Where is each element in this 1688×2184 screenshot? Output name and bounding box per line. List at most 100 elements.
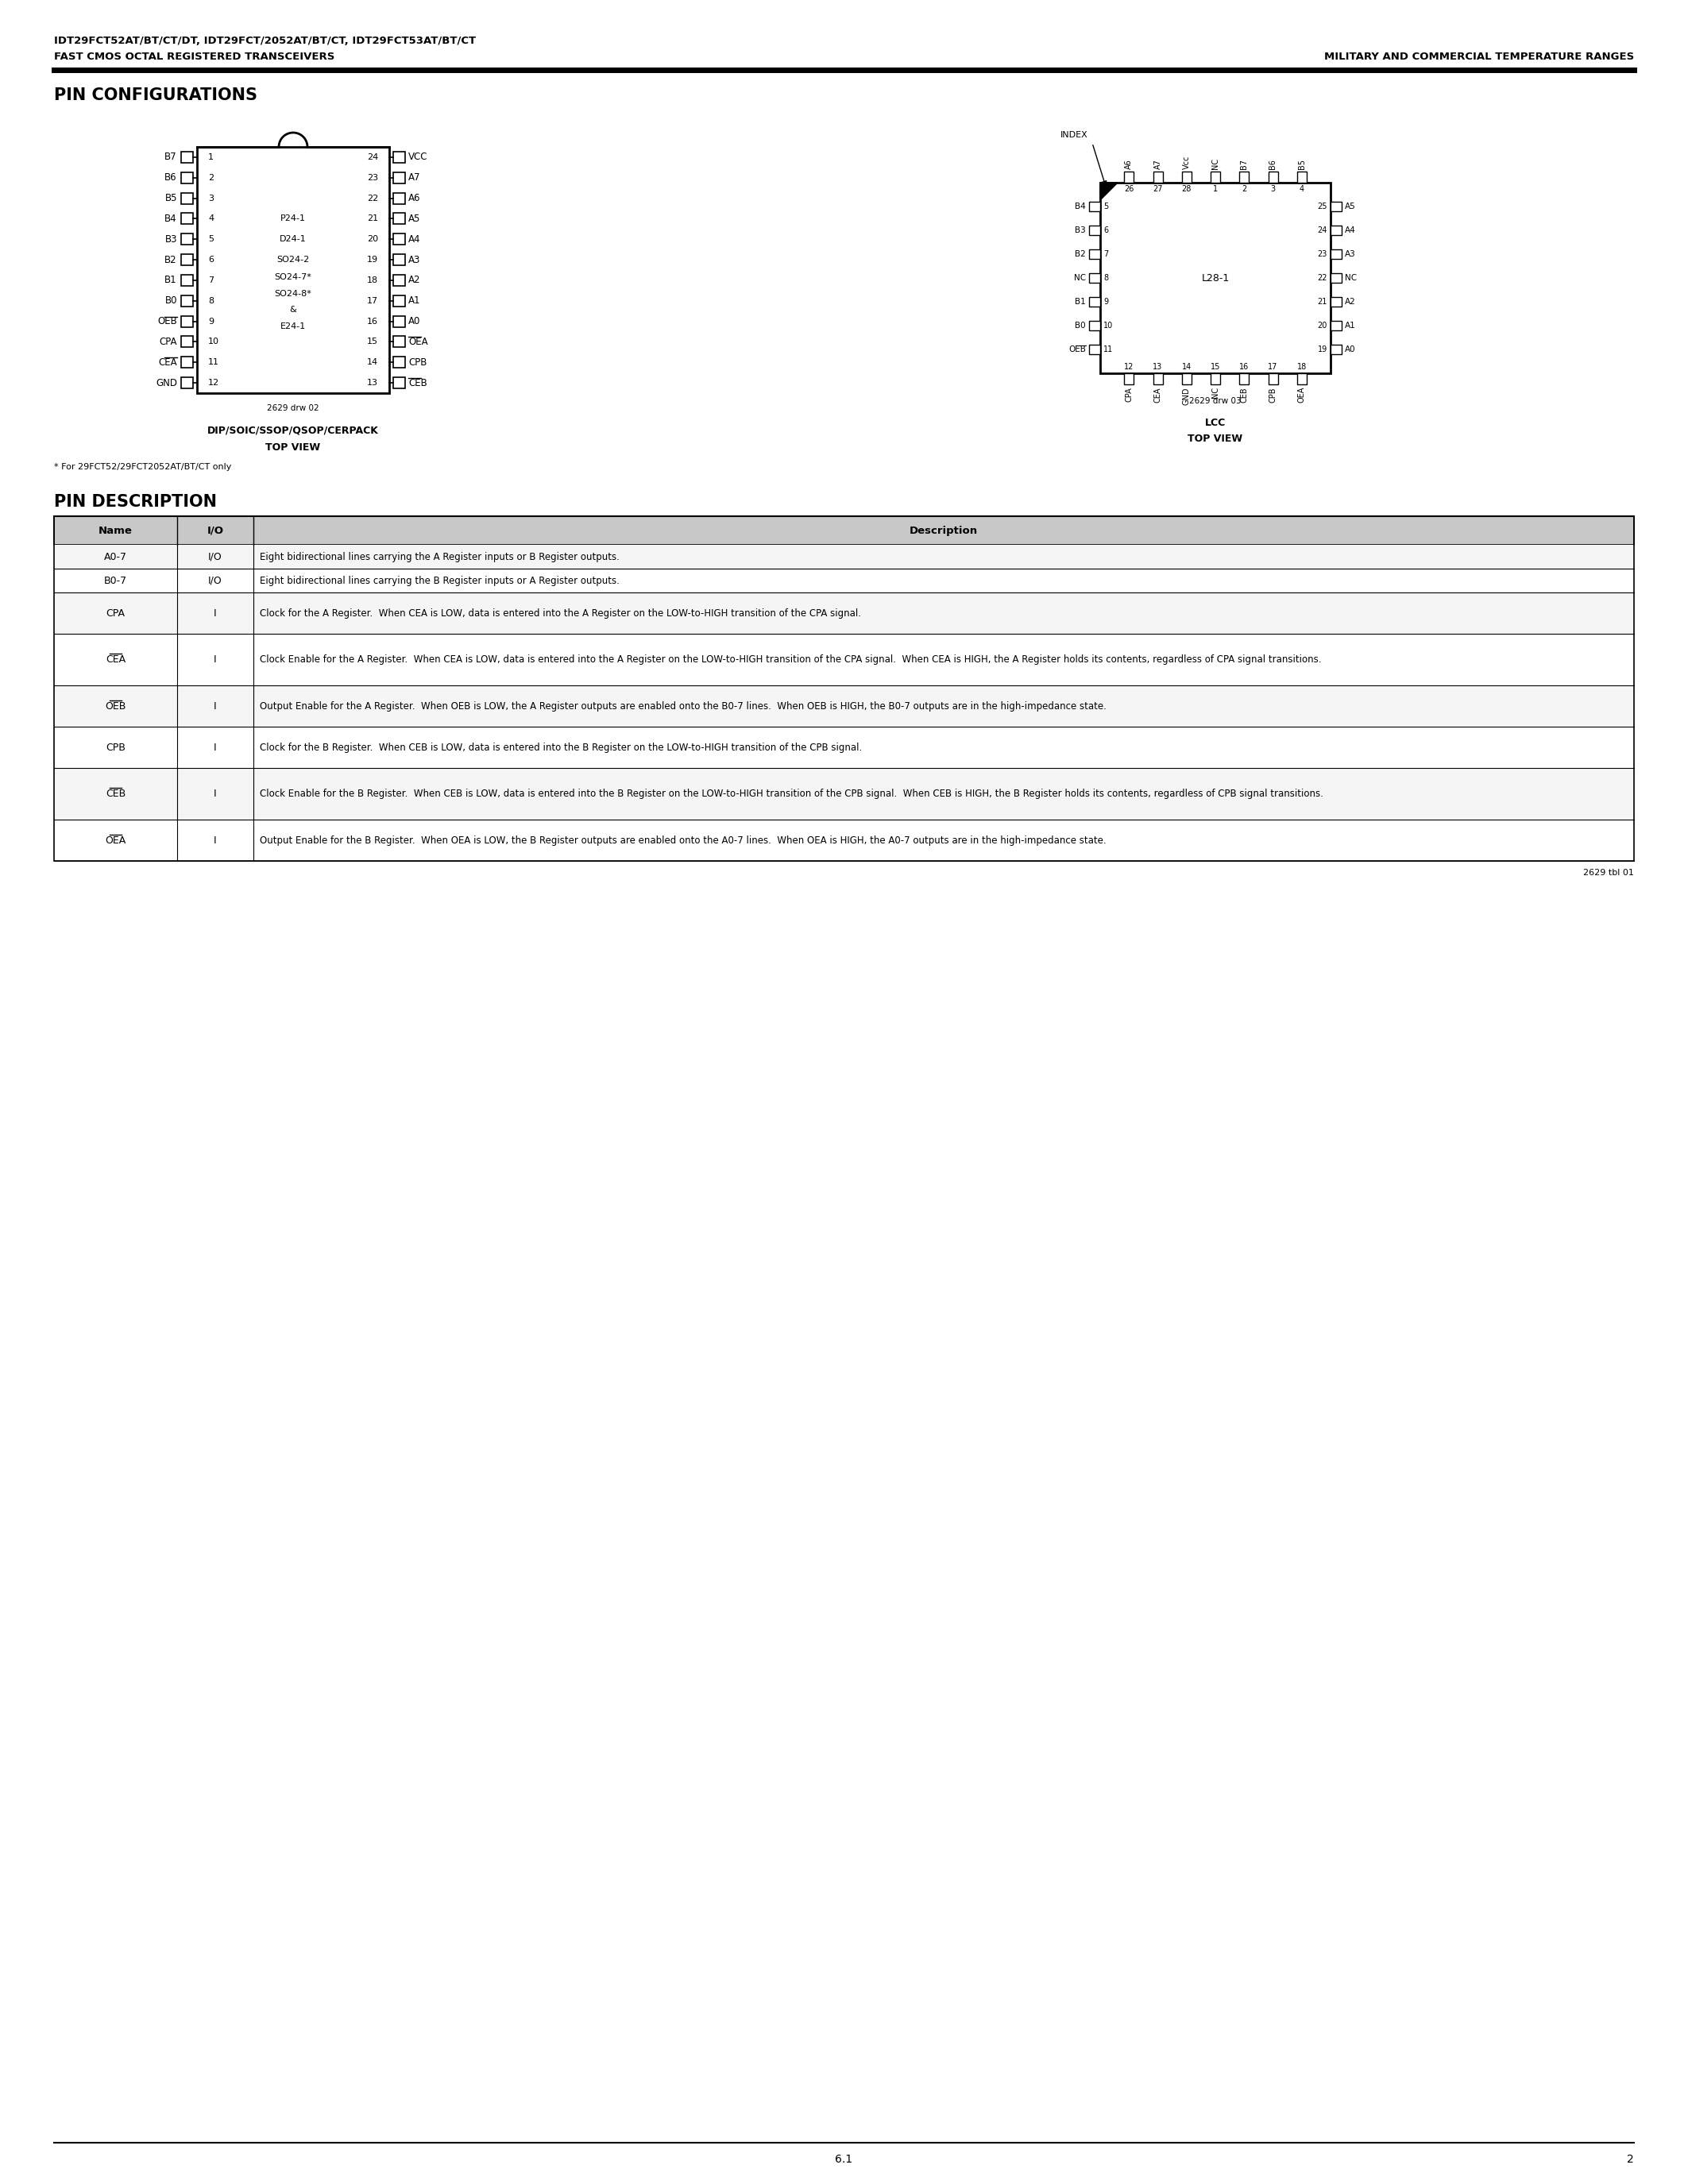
Text: 16: 16: [1239, 363, 1249, 371]
Text: E24-1: E24-1: [280, 323, 306, 330]
Text: INDEX: INDEX: [1060, 131, 1089, 140]
Text: LCC: LCC: [1205, 417, 1225, 428]
Text: 25: 25: [1317, 203, 1327, 210]
Text: Clock Enable for the A Register.  When CEA is LOW, data is entered into the A Re: Clock Enable for the A Register. When CE…: [260, 655, 1322, 664]
Bar: [1268, 373, 1278, 384]
Text: 3: 3: [208, 194, 214, 203]
Text: 3: 3: [1271, 186, 1276, 192]
Bar: [1239, 173, 1249, 183]
Text: 16: 16: [366, 317, 378, 325]
Text: NC: NC: [1212, 157, 1219, 168]
Text: 8: 8: [1104, 273, 1109, 282]
Text: 13: 13: [1153, 363, 1163, 371]
Text: A0: A0: [408, 317, 420, 325]
Text: Output Enable for the A Register.  When OEB is LOW, the A Register outputs are e: Output Enable for the A Register. When O…: [260, 701, 1106, 712]
Text: A7: A7: [1155, 159, 1161, 168]
Text: 8: 8: [208, 297, 214, 306]
Bar: [1330, 345, 1342, 354]
Text: IDT29FCT52AT/BT/CT/DT, IDT29FCT/2052AT/BT/CT, IDT29FCT53AT/BT/CT: IDT29FCT52AT/BT/CT/DT, IDT29FCT/2052AT/B…: [54, 35, 476, 46]
Text: 2629 drw 02: 2629 drw 02: [267, 404, 319, 413]
Text: 5: 5: [208, 236, 214, 242]
Bar: [1330, 321, 1342, 330]
Text: 6: 6: [208, 256, 214, 264]
Text: 23: 23: [1318, 251, 1327, 258]
Text: 6.1: 6.1: [836, 2153, 852, 2164]
Bar: [393, 378, 405, 389]
Text: OEA: OEA: [408, 336, 427, 347]
Text: B4: B4: [1075, 203, 1085, 210]
Bar: [54, 568, 1634, 592]
Text: I: I: [214, 607, 216, 618]
Bar: [54, 727, 1634, 769]
Text: 7: 7: [1104, 251, 1109, 258]
Text: A7: A7: [408, 173, 420, 183]
Text: A4: A4: [408, 234, 420, 245]
Text: 4: 4: [208, 214, 214, 223]
Text: A4: A4: [1345, 227, 1355, 234]
Text: 27: 27: [1153, 186, 1163, 192]
Text: CPA: CPA: [106, 607, 125, 618]
Text: OEA: OEA: [1298, 387, 1307, 404]
Text: I/O: I/O: [208, 526, 223, 535]
Text: B1: B1: [1075, 297, 1085, 306]
Text: B3: B3: [1075, 227, 1085, 234]
Bar: [393, 336, 405, 347]
Text: 24: 24: [366, 153, 378, 162]
Bar: [1330, 297, 1342, 306]
Bar: [393, 356, 405, 367]
Text: 15: 15: [366, 339, 378, 345]
Text: 11: 11: [208, 358, 219, 367]
Text: OEA: OEA: [105, 834, 127, 845]
Text: I: I: [214, 834, 216, 845]
Text: 9: 9: [208, 317, 214, 325]
Text: I/O: I/O: [208, 574, 223, 585]
Bar: [1210, 173, 1220, 183]
Text: 1: 1: [208, 153, 214, 162]
Text: 14: 14: [1182, 363, 1192, 371]
Text: CEB: CEB: [1241, 387, 1247, 402]
Bar: [181, 317, 192, 328]
Text: A5: A5: [408, 214, 420, 225]
Text: DIP/SOIC/SSOP/QSOP/CERPACK: DIP/SOIC/SSOP/QSOP/CERPACK: [208, 426, 378, 435]
Bar: [54, 769, 1634, 819]
Text: 2: 2: [208, 175, 214, 181]
Text: A1: A1: [1345, 321, 1355, 330]
Text: NC: NC: [1074, 273, 1085, 282]
Text: B3: B3: [165, 234, 177, 245]
Text: SO24-2: SO24-2: [277, 256, 309, 264]
Text: 2: 2: [1627, 2153, 1634, 2164]
Bar: [181, 378, 192, 389]
Bar: [1089, 321, 1101, 330]
Bar: [1153, 373, 1163, 384]
Text: 21: 21: [1318, 297, 1327, 306]
Text: 18: 18: [1296, 363, 1307, 371]
Text: B6: B6: [1269, 159, 1276, 168]
Text: A2: A2: [1345, 297, 1355, 306]
Text: Clock for the A Register.  When CEA is LOW, data is entered into the A Register : Clock for the A Register. When CEA is LO…: [260, 607, 861, 618]
Text: 28: 28: [1182, 186, 1192, 192]
Text: Output Enable for the B Register.  When OEA is LOW, the B Register outputs are e: Output Enable for the B Register. When O…: [260, 834, 1106, 845]
Text: MILITARY AND COMMERCIAL TEMPERATURE RANGES: MILITARY AND COMMERCIAL TEMPERATURE RANG…: [1323, 52, 1634, 61]
Text: B7: B7: [1241, 159, 1247, 168]
Text: 18: 18: [366, 277, 378, 284]
Text: OEB: OEB: [105, 701, 127, 712]
Bar: [1089, 345, 1101, 354]
Bar: [1330, 225, 1342, 236]
Bar: [1089, 297, 1101, 306]
Text: A3: A3: [1345, 251, 1355, 258]
Text: A3: A3: [408, 256, 420, 264]
Bar: [54, 819, 1634, 860]
Bar: [1296, 373, 1307, 384]
Bar: [1124, 373, 1134, 384]
Bar: [181, 275, 192, 286]
Text: TOP VIEW: TOP VIEW: [1188, 435, 1242, 443]
Text: 14: 14: [366, 358, 378, 367]
Text: 15: 15: [1210, 363, 1220, 371]
Bar: [54, 515, 1634, 544]
Text: PIN CONFIGURATIONS: PIN CONFIGURATIONS: [54, 87, 257, 103]
Text: 5: 5: [1104, 203, 1109, 210]
Text: Eight bidirectional lines carrying the B Register inputs or A Register outputs.: Eight bidirectional lines carrying the B…: [260, 574, 619, 585]
Text: 7: 7: [208, 277, 214, 284]
Text: 13: 13: [366, 378, 378, 387]
Text: 20: 20: [1318, 321, 1327, 330]
